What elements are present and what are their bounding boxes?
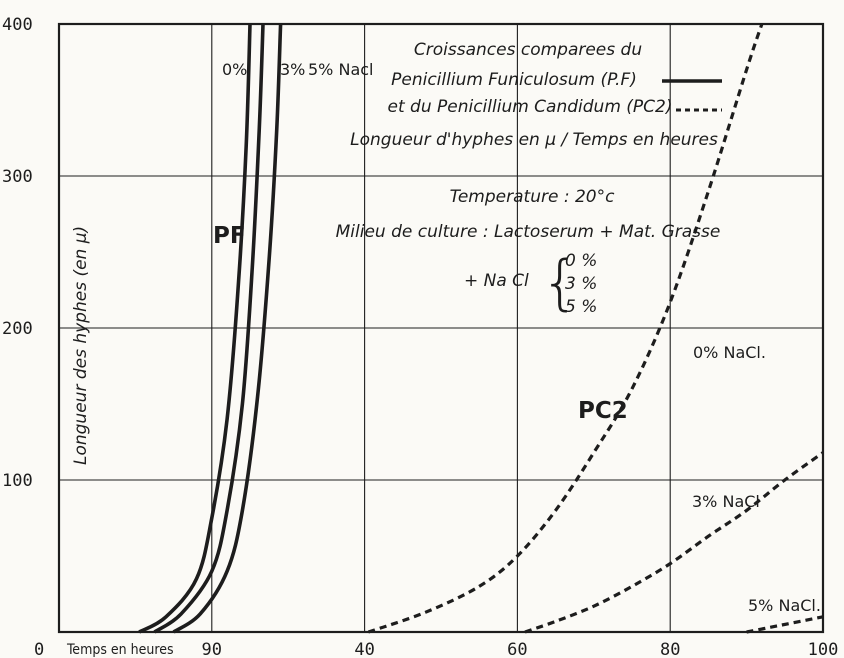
title-line-3: et du Penicillium Candidum (PC2) — [388, 97, 673, 117]
series-label-pf-5: 5% Nacl — [308, 60, 373, 79]
group-label-pc2: PC2 — [578, 398, 628, 424]
x-tick-label: 0 — [34, 640, 44, 658]
series-line-pc2-4 — [524, 451, 824, 634]
series-layer — [138, 23, 824, 634]
series-line-pc2-5 — [746, 615, 824, 634]
series-label-pf-0: 0% — [222, 60, 247, 79]
y-axis-label: Longueur des hyphes (en μ) — [71, 226, 91, 465]
legend-box: Croissances comparees du Penicillium Fun… — [336, 40, 722, 318]
series-label-pf-3: 3% — [280, 60, 305, 79]
series-line-pf-0 — [138, 23, 252, 634]
series-line-pf-1 — [153, 23, 265, 634]
temperature-label: Temperature : 20°c — [450, 187, 616, 207]
nacl-prefix: + Na Cl — [464, 271, 529, 291]
x-tick-label: 40 — [354, 640, 374, 658]
group-label-pf: PF — [213, 223, 246, 249]
y-tick-label: 100 — [2, 471, 33, 491]
title-line-1: Croissances comparees du — [414, 40, 642, 60]
x-tick-label: 100 — [808, 640, 839, 658]
nacl-level-0: 0 % — [565, 251, 597, 271]
x-tick-label: 90 — [202, 640, 222, 658]
x-tick-label: 60 — [507, 640, 527, 658]
y-tick-label: 200 — [2, 319, 33, 339]
grid — [57, 22, 825, 634]
x-tick-label: 80 — [660, 640, 680, 658]
nacl-brace: { — [541, 248, 579, 318]
y-tick-label: 400 — [2, 15, 33, 35]
y-tick-label: 300 — [2, 167, 33, 187]
title-line-2: Penicillium Funiculosum (P.F) — [391, 70, 637, 90]
series-line-pc2-3 — [367, 23, 764, 634]
medium-label: Milieu de culture : Lactoserum + Mat. Gr… — [336, 222, 721, 242]
series-labels: 0% 3% 5% Nacl PF PC2 0% NaCl. 3% NaCl 5%… — [213, 60, 821, 615]
series-label-pc2-5: 5% NaCl. — [748, 596, 821, 615]
series-line-pf-2 — [172, 23, 283, 634]
tick-labels: 0 90 40 60 80 100 100 200 300 400 — [2, 15, 838, 658]
title-line-4: Longueur d'hyphes en μ / Temps en heures — [350, 130, 718, 150]
x-axis-label: Temps en heures — [66, 642, 174, 658]
series-label-pc2-3: 3% NaCl — [692, 492, 760, 511]
nacl-level-3: 3 % — [565, 274, 597, 294]
nacl-level-5: 5 % — [565, 297, 597, 317]
series-label-pc2-0: 0% NaCl. — [693, 343, 766, 362]
